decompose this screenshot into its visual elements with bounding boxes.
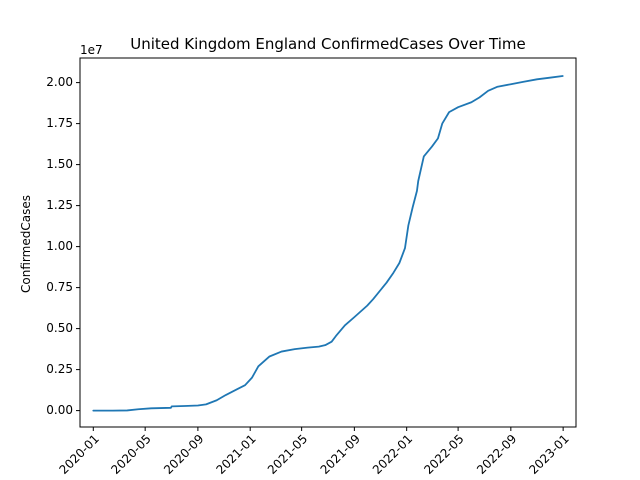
chart-title: United Kingdom England ConfirmedCases Ov…: [130, 35, 526, 53]
y-axis-offset-label: 1e7: [80, 43, 103, 57]
y-tick-label: 0.00: [46, 403, 73, 417]
series-line-0: [92, 75, 564, 412]
y-axis-label: ConfirmedCases: [19, 195, 33, 293]
y-tick-label: 1.25: [46, 198, 73, 212]
y-tick-label: 1.50: [46, 157, 73, 171]
plot-area: [92, 75, 564, 412]
y-tick-label: 0.25: [46, 362, 73, 376]
y-tick-label: 1.75: [46, 116, 73, 130]
y-tick-label: 2.00: [46, 75, 73, 89]
y-tick-label: 0.50: [46, 321, 73, 335]
y-tick-label: 1.00: [46, 239, 73, 253]
axes-frame: [79, 57, 577, 428]
y-tick-label: 0.75: [46, 280, 73, 294]
